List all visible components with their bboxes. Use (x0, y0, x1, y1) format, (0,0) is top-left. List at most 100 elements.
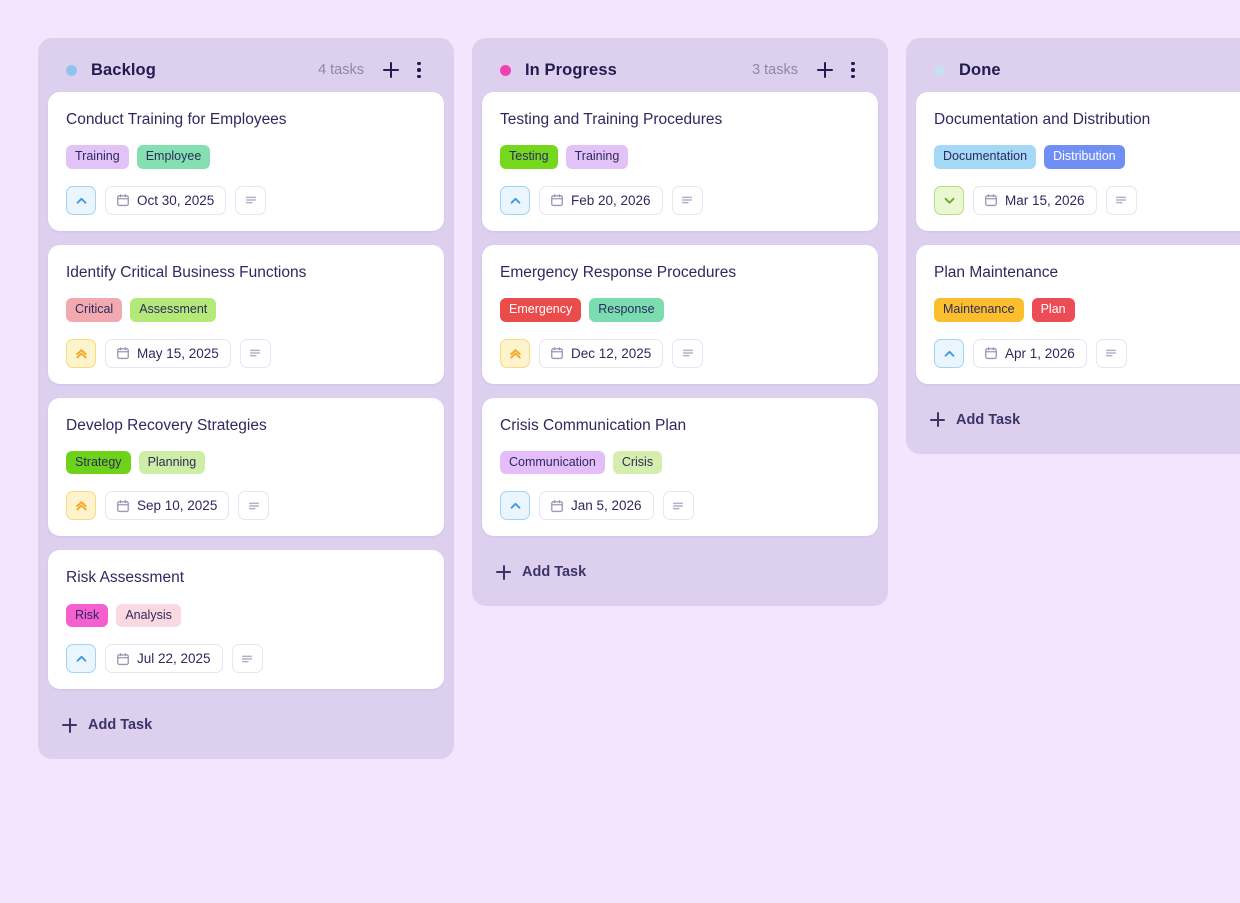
task-tag[interactable]: Training (565, 145, 629, 169)
task-description-button[interactable] (231, 644, 263, 673)
task-tag[interactable]: Emergency (500, 298, 582, 322)
task-priority-button[interactable] (66, 644, 96, 673)
add-task-button[interactable]: Add Task (916, 398, 1240, 442)
task-card[interactable]: Documentation and Distribution Documenta… (916, 92, 1240, 231)
task-tag[interactable]: Plan (1031, 298, 1075, 322)
task-meta-row: Dec 12, 2025 (500, 338, 860, 368)
description-lines-icon (1104, 346, 1118, 360)
chevron-down-icon (942, 193, 957, 208)
task-tag[interactable]: Maintenance (934, 298, 1024, 322)
plus-icon (62, 717, 77, 733)
task-tag[interactable]: Testing (500, 145, 558, 169)
task-tag[interactable]: Distribution (1044, 145, 1125, 169)
add-task-label: Add Task (522, 564, 587, 581)
column-menu-button[interactable] (840, 57, 866, 83)
add-task-button[interactable]: Add Task (48, 703, 444, 747)
column-status-dot (66, 64, 77, 76)
description-lines-icon (248, 346, 262, 360)
task-tag[interactable]: Risk (66, 603, 109, 627)
task-due-date: May 15, 2025 (137, 345, 219, 361)
task-due-date: Mar 15, 2026 (1005, 192, 1085, 208)
task-title: Emergency Response Procedures (500, 263, 737, 281)
column-menu-button[interactable] (406, 57, 432, 83)
task-tag-list: Training Employee (66, 145, 426, 169)
task-title: Conduct Training for Employees (66, 111, 287, 128)
column-add-task-button[interactable] (378, 57, 404, 83)
task-description-button[interactable] (662, 491, 694, 521)
calendar-icon (116, 346, 130, 360)
add-task-button[interactable]: Add Task (482, 550, 878, 594)
double-chevron-up-icon (508, 346, 523, 361)
task-tag[interactable]: Communication (500, 450, 605, 475)
task-description-button[interactable] (235, 185, 267, 215)
task-due-date-chip[interactable]: Apr 1, 2026 (973, 338, 1087, 368)
calendar-icon (984, 193, 998, 207)
task-priority-button[interactable] (934, 338, 964, 368)
add-task-label: Add Task (88, 717, 153, 733)
task-description-button[interactable] (671, 185, 703, 215)
description-lines-icon (680, 193, 694, 207)
task-due-date-chip[interactable]: Dec 12, 2025 (539, 338, 664, 368)
task-tag[interactable]: Strategy (66, 450, 131, 475)
task-card[interactable]: Crisis Communication Plan Communication C… (482, 397, 878, 537)
task-due-date-chip[interactable]: Feb 20, 2026 (539, 185, 663, 215)
task-meta-row: Jul 22, 2025 (66, 644, 426, 673)
description-lines-icon (247, 499, 261, 513)
task-tag-list: Maintenance Plan (934, 298, 1240, 322)
task-tag[interactable]: Assessment (130, 298, 217, 322)
task-due-date-chip[interactable]: Sep 10, 2025 (105, 491, 230, 521)
task-due-date-chip[interactable]: Mar 15, 2026 (973, 185, 1097, 215)
task-meta-row: Sep 10, 2025 (66, 491, 426, 521)
task-card[interactable]: Testing and Training Procedures Testing T… (482, 92, 878, 231)
column-header: In Progress 3 tasks (482, 48, 878, 92)
column-task-count: 3 tasks (752, 62, 798, 78)
task-due-date-chip[interactable]: Jul 22, 2025 (105, 644, 223, 673)
task-title: Identify Critical Business Functions (66, 263, 307, 281)
task-title: Documentation and Distribution (934, 111, 1151, 128)
task-priority-button[interactable] (500, 338, 530, 368)
task-card[interactable]: Risk Assessment Risk Analysis Jul 22, 202… (48, 550, 444, 689)
task-due-date: Sep 10, 2025 (137, 498, 218, 514)
task-tag[interactable]: Critical (66, 298, 123, 322)
task-tag[interactable]: Crisis (612, 450, 663, 475)
task-description-button[interactable] (672, 338, 704, 368)
chevron-up-icon (74, 193, 89, 208)
task-meta-row: Apr 1, 2026 (934, 338, 1240, 368)
task-priority-button[interactable] (66, 338, 96, 368)
task-priority-button[interactable] (500, 185, 530, 215)
task-tag-list: Critical Assessment (66, 298, 426, 322)
task-due-date-chip[interactable]: Oct 30, 2025 (105, 185, 227, 215)
task-priority-button[interactable] (66, 491, 96, 521)
task-priority-button[interactable] (66, 185, 96, 215)
task-due-date: Jul 22, 2025 (137, 651, 211, 666)
plus-icon (817, 62, 833, 78)
task-priority-button[interactable] (500, 491, 530, 521)
task-tag[interactable]: Documentation (934, 145, 1037, 169)
task-meta-row: Jan 5, 2026 (500, 491, 860, 521)
task-due-date: Oct 30, 2025 (137, 192, 215, 208)
task-priority-button[interactable] (934, 185, 964, 215)
double-chevron-up-icon (74, 346, 89, 361)
task-due-date-chip[interactable]: Jan 5, 2026 (539, 491, 654, 521)
task-tag[interactable]: Planning (138, 450, 206, 475)
double-chevron-up-icon (74, 498, 89, 513)
task-card[interactable]: Develop Recovery Strategies Strategy Plan… (48, 397, 444, 537)
task-tag[interactable]: Employee (136, 145, 211, 169)
task-card[interactable]: Conduct Training for Employees Training E… (48, 92, 444, 231)
task-meta-row: Mar 15, 2026 (934, 185, 1240, 215)
column-add-task-button[interactable] (812, 57, 838, 83)
description-lines-icon (240, 652, 254, 666)
task-card[interactable]: Identify Critical Business Functions Cri… (48, 244, 444, 384)
task-due-date-chip[interactable]: May 15, 2025 (105, 338, 231, 368)
task-tag[interactable]: Training (66, 145, 129, 169)
description-lines-icon (1114, 193, 1128, 207)
task-description-button[interactable] (239, 338, 271, 368)
task-description-button[interactable] (1105, 185, 1137, 215)
task-card[interactable]: Plan Maintenance Maintenance Plan Apr 1, … (916, 244, 1240, 384)
task-tag[interactable]: Analysis (116, 603, 181, 627)
task-description-button[interactable] (238, 491, 270, 521)
task-description-button[interactable] (1095, 338, 1127, 368)
task-card[interactable]: Emergency Response Procedures Emergency R… (482, 244, 878, 384)
task-tag[interactable]: Response (589, 298, 664, 322)
chevron-up-icon (508, 498, 523, 513)
